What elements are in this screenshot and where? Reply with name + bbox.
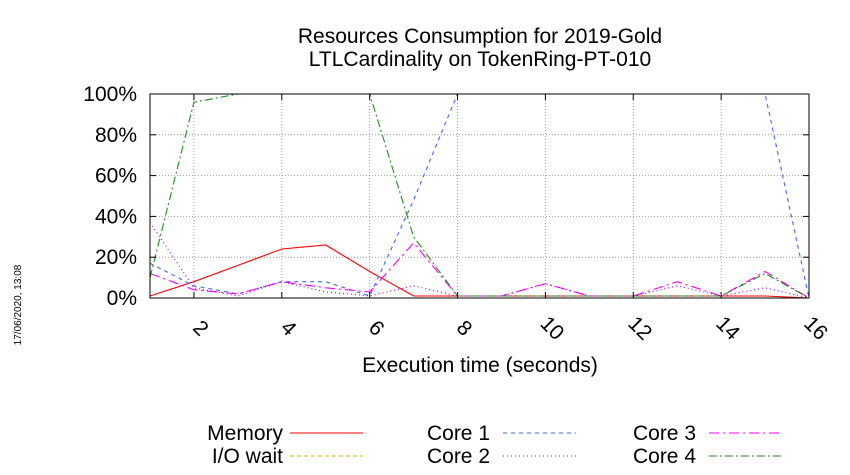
legend-label-i-o-wait: I/O wait [212,445,283,468]
x-tick-label: 14 [711,312,744,345]
x-tick-label: 16 [799,312,832,345]
y-tick-label: 40% [95,205,137,228]
chart-title: Resources Consumption for 2019-Gold LTLC… [298,25,662,71]
y-axis-ticks: 0% 20% 40% 60% 80% 100% [83,83,809,310]
series-line-core-2 [149,222,810,299]
series-line-memory [149,244,810,299]
x-axis-ticks: 2 4 6 8 10 12 14 16 [188,94,832,345]
series-line-core-3 [149,242,810,299]
chart-legend: Memory Core 1 Core 3 I/O wait Core 2 Core 4 [207,422,782,468]
y-tick-label: 80% [95,124,137,147]
x-tick-label: 10 [536,312,569,345]
y-tick-label: 100% [83,83,137,106]
generation-timestamp: 17/06/2020, 13:08 [13,264,24,345]
series-line-core-1 [149,93,810,299]
legend-label-core-4: Core 4 [633,445,696,468]
x-tick-label: 8 [452,316,477,341]
plot-grid [150,93,810,299]
series-lines [149,93,810,299]
legend-label-core-3: Core 3 [633,422,696,445]
x-tick-label: 6 [364,316,389,341]
y-tick-label: 20% [95,246,137,269]
legend-label-core-2: Core 2 [427,445,490,468]
x-tick-label: 2 [188,316,213,341]
x-tick-label: 4 [276,316,301,341]
x-axis-label: Execution time (seconds) [362,354,598,377]
y-tick-label: 0% [107,287,137,310]
plot-frame [149,93,810,299]
chart-title-line-2: LTLCardinality on TokenRing-PT-010 [309,48,651,71]
chart-title-line-1: Resources Consumption for 2019-Gold [298,25,662,48]
legend-label-core-1: Core 1 [427,422,490,445]
legend-label-memory: Memory [207,422,283,445]
series-line-core-4 [149,93,810,299]
y-tick-label: 60% [95,165,137,188]
x-tick-label: 12 [623,312,656,345]
